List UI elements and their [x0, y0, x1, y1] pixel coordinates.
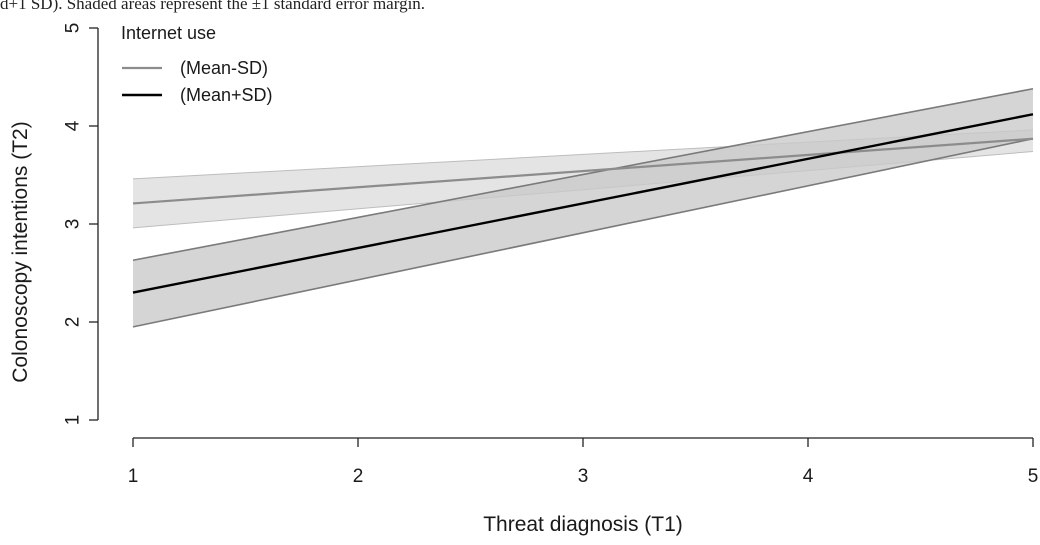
y-tick-label: 3 [63, 219, 84, 230]
y-axis-title: Colonoscopy intentions (T2) [9, 121, 32, 382]
figure-caption-fragment: d+1 SD). Shaded areas represent the ±1 s… [0, 0, 425, 13]
x-tick-label: 2 [353, 466, 364, 487]
x-tick-label: 5 [1028, 466, 1039, 487]
legend-label-mean-minus-sd: (Mean-SD) [180, 58, 268, 78]
legend: Internet use (Mean-SD) (Mean+SD) [121, 23, 273, 105]
y-tick-label: 1 [63, 415, 84, 426]
regression-lines [132, 113, 1034, 294]
y-axis: 1 2 3 4 5 [63, 23, 99, 426]
legend-label-mean-plus-sd: (Mean+SD) [180, 85, 273, 105]
line-mean-plus-sd [132, 113, 1034, 294]
x-axis: 1 2 3 4 5 [128, 437, 1039, 487]
band-upper-edge [132, 87, 1034, 262]
y-tick-label: 4 [63, 120, 84, 131]
y-tick-label: 5 [63, 23, 84, 34]
y-tick-label: 2 [63, 317, 84, 328]
x-tick-label: 3 [578, 466, 589, 487]
error-band-mean-plus-sd [133, 88, 1033, 327]
x-tick-label: 4 [803, 466, 814, 487]
error-bands [132, 87, 1034, 328]
legend-title: Internet use [121, 23, 216, 43]
band-lower-edge [132, 137, 1034, 328]
x-axis-title: Threat diagnosis (T1) [483, 513, 683, 536]
x-tick-label: 1 [128, 466, 139, 487]
line-mean-minus-sd [132, 137, 1034, 205]
